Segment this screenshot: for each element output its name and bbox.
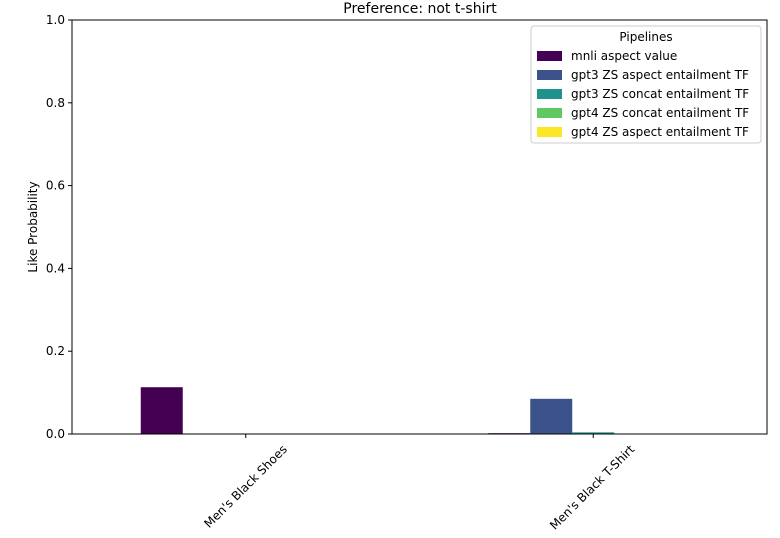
plot-area (71, 19, 768, 435)
y-tick-label: 0.8 (46, 96, 65, 110)
bar (572, 432, 615, 434)
x-axis: Men's Black Shoes Men's Black T-Shirt (201, 434, 638, 533)
y-tick-label: 0.2 (46, 344, 65, 358)
legend-label: gpt4 ZS aspect entailment TF (571, 125, 749, 139)
legend-label: mnli aspect value (571, 49, 677, 63)
y-tick-label: 0.0 (46, 427, 65, 441)
legend-box (530, 25, 762, 144)
legend-swatch (537, 89, 562, 99)
x-tick-label: Men's Black T-Shirt (547, 442, 638, 533)
y-tick-label: 0.4 (46, 261, 65, 275)
bar (140, 387, 183, 434)
legend-label: gpt4 ZS concat entailment TF (571, 106, 749, 120)
chart-title: Preference: not t-shirt (343, 1, 497, 17)
legend-swatch (537, 127, 562, 137)
legend-swatch (537, 70, 562, 80)
legend: Pipelines mnli aspect value gpt3 ZS aspect… (530, 25, 762, 144)
legend-label: gpt3 ZS aspect entailment TF (571, 68, 749, 82)
y-axis: 0.0 0.2 0.4 0.6 0.8 1.0 (46, 13, 72, 441)
legend-title: Pipelines (619, 30, 672, 44)
legend-swatch (537, 108, 562, 118)
legend-label: gpt3 ZS concat entailment TF (571, 87, 749, 101)
legend-swatch (537, 51, 562, 61)
y-axis-label: Like Probability (26, 181, 40, 272)
bars-group (140, 387, 615, 434)
y-tick-label: 0.6 (46, 179, 65, 193)
y-tick-label: 1.0 (46, 13, 65, 27)
x-tick-label: Men's Black Shoes (201, 442, 290, 531)
bar (530, 398, 573, 434)
